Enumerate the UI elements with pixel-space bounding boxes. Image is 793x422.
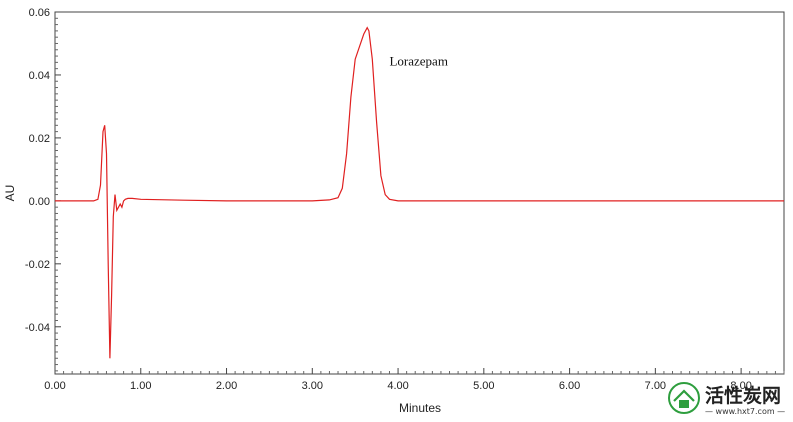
y-tick-label: 0.02 xyxy=(29,133,50,145)
y-axis-title: AU xyxy=(3,185,17,202)
x-tick-label: 7.00 xyxy=(645,380,666,392)
x-tick-label: 5.00 xyxy=(473,380,494,392)
y-tick-label: 0.04 xyxy=(29,70,50,82)
x-tick-label: 8.00 xyxy=(730,380,751,392)
series-line xyxy=(55,26,784,359)
y-tick-label: 0.06 xyxy=(29,7,50,19)
x-axis-title: Minutes xyxy=(399,401,441,415)
watermark: 活性炭网 — www.hxt7.com — xyxy=(668,382,785,416)
plot-frame xyxy=(54,11,785,375)
x-tick-label: 1.00 xyxy=(130,380,151,392)
y-tick-label: 0.00 xyxy=(29,196,50,208)
x-tick-label: 2.00 xyxy=(216,380,237,392)
peak-annotation: Lorazepam xyxy=(389,54,447,69)
x-tick-label: 4.00 xyxy=(387,380,408,392)
y-tick-label: -0.04 xyxy=(25,322,50,334)
x-tick-label: 0.00 xyxy=(44,380,65,392)
x-tick-label: 6.00 xyxy=(559,380,580,392)
leaf-house-icon xyxy=(668,382,700,414)
x-tick-label: 3.00 xyxy=(302,380,323,392)
y-tick-label: -0.02 xyxy=(25,259,50,271)
watermark-text: 活性炭网 xyxy=(705,384,781,407)
watermark-url: — www.hxt7.com — xyxy=(705,407,785,416)
tick-group: 0.00 1.00 2.00 3.00 4.00 5.00 6.00 7.00 8.00 0.06… xyxy=(25,7,785,392)
